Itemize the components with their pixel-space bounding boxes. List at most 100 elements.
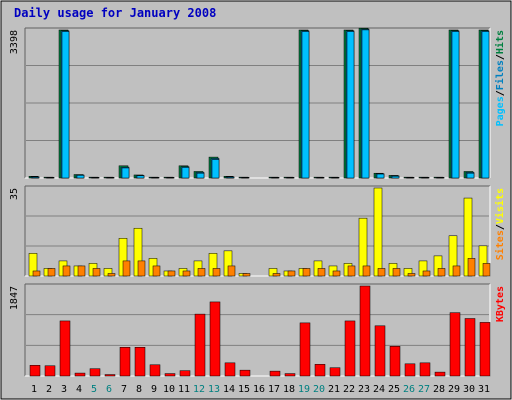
x-tick-label: 6 <box>106 384 112 395</box>
legend-entry: Visits <box>494 188 506 224</box>
bar-pages <box>61 31 70 179</box>
bar-sites <box>182 270 191 277</box>
x-tick-label: 9 <box>151 384 157 395</box>
bar-kbytes <box>89 368 101 377</box>
x-tick-label: 8 <box>136 384 142 395</box>
bar-pages <box>121 167 130 179</box>
bar-kbytes <box>344 320 356 377</box>
legend-entry: Files <box>494 60 506 90</box>
bar-kbytes <box>164 373 176 377</box>
panel-kbytes: 1847 KBytes <box>9 283 506 377</box>
bar-pages <box>136 175 145 179</box>
bar-kbytes <box>419 362 431 377</box>
bar-pages <box>391 176 400 179</box>
x-axis-labels: 1 2 3 4 5 6 7 8 9 10 11 12 13 14 15 16 17 18 19 20 21 22 23 24 2… <box>31 384 490 395</box>
bar-kbytes <box>329 367 341 377</box>
panel-visits: 35 Sites/Visits <box>9 185 506 277</box>
bar-sites <box>422 270 431 277</box>
bar-sites <box>242 273 251 277</box>
bar-pages <box>346 31 355 179</box>
bar-sites <box>302 268 311 277</box>
bar-kbytes <box>404 363 416 377</box>
x-tick-label: 23 <box>358 384 370 395</box>
bar-kbytes <box>374 325 386 377</box>
x-tick-label: 12 <box>193 384 205 395</box>
bar-kbytes <box>359 285 371 377</box>
x-tick-label: 30 <box>463 384 475 395</box>
bar-kbytes <box>479 322 491 377</box>
bar-visits <box>373 187 383 277</box>
x-tick-label: 4 <box>76 384 82 395</box>
bar-sites <box>482 263 491 277</box>
x-tick-label: 3 <box>61 384 67 395</box>
bar-sites <box>287 270 296 277</box>
bar-sites <box>167 270 176 277</box>
bar-kbytes <box>224 362 236 377</box>
max-value-label: 3398 <box>9 30 20 54</box>
legend-visits: Sites/Visits <box>494 188 506 260</box>
legend-entry: / <box>495 54 506 60</box>
bar-pages <box>376 173 385 179</box>
legend-entry: / <box>495 90 506 96</box>
bar-kbytes <box>44 365 56 377</box>
bar-sites <box>332 270 341 277</box>
legend-entry: Hits <box>494 30 506 54</box>
x-tick-label: 13 <box>208 384 220 395</box>
bar-sites <box>152 265 161 277</box>
bar-sites <box>32 270 41 277</box>
x-tick-label: 28 <box>433 384 445 395</box>
bar-pages <box>481 31 490 179</box>
x-tick-label: 17 <box>268 384 280 395</box>
bar-kbytes <box>194 313 206 377</box>
bar-sites <box>122 260 131 277</box>
plot-area-visits <box>25 186 490 276</box>
bar-kbytes <box>209 301 221 377</box>
legend-entry: KBytes <box>495 286 506 322</box>
x-tick-label: 29 <box>448 384 460 395</box>
max-value-label: 1847 <box>9 286 20 310</box>
bar-kbytes <box>149 364 161 377</box>
bar-sites <box>227 265 236 277</box>
x-tick-label: 26 <box>403 384 415 395</box>
bar-pages <box>361 29 370 179</box>
bar-sites <box>407 273 416 277</box>
legend-entry: Pages <box>495 96 506 126</box>
bar-sites <box>467 258 476 277</box>
bar-kbytes <box>74 372 86 377</box>
bar-kbytes <box>434 371 446 377</box>
bar-sites <box>197 268 206 277</box>
bar-sites <box>452 265 461 277</box>
legend-entry: / <box>495 224 506 230</box>
bar-kbytes <box>284 373 296 377</box>
x-tick-label: 1 <box>31 384 37 395</box>
bar-sites <box>62 265 71 277</box>
legend-entry: Sites <box>494 230 506 260</box>
bar-sites <box>377 268 386 277</box>
bar-kbytes <box>299 322 311 377</box>
x-tick-label: 18 <box>283 384 295 395</box>
chart-title: Daily usage for January 2008 <box>14 6 216 20</box>
x-tick-label: 11 <box>178 384 190 395</box>
bar-sites <box>272 273 281 277</box>
x-tick-label: 2 <box>46 384 52 395</box>
bar-pages <box>181 167 190 179</box>
bar-kbytes <box>29 365 41 377</box>
bar-pages <box>211 159 220 179</box>
bar-kbytes <box>179 370 191 377</box>
x-tick-label: 10 <box>163 384 175 395</box>
bar-pages <box>31 176 40 179</box>
x-tick-label: 16 <box>253 384 265 395</box>
max-value-label: 35 <box>9 188 20 200</box>
x-tick-label: 27 <box>418 384 430 395</box>
bar-kbytes <box>134 347 146 377</box>
x-tick-label: 31 <box>478 384 490 395</box>
bar-pages <box>226 176 235 179</box>
bar-pages <box>196 172 205 179</box>
x-tick-label: 24 <box>373 384 385 395</box>
bar-sites <box>92 268 101 277</box>
bar-pages <box>451 31 460 179</box>
x-tick-label: 19 <box>298 384 310 395</box>
